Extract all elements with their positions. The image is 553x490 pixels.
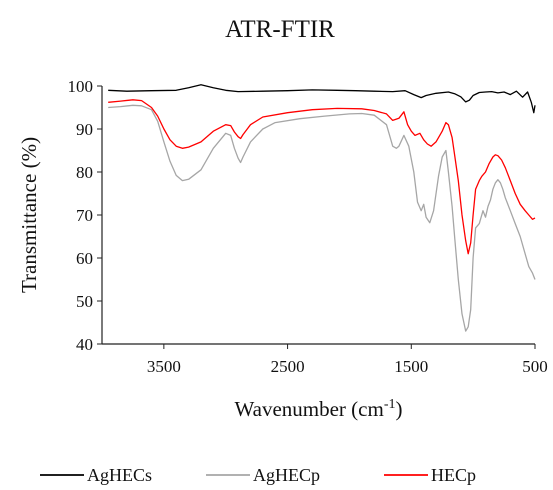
x-axis-ticks: 3500 2500 1500 500 xyxy=(147,344,548,376)
x-tick-label: 3500 xyxy=(147,357,181,376)
y-tick-label: 80 xyxy=(76,163,93,182)
x-tick-label: 2500 xyxy=(271,357,305,376)
y-tick-label: 40 xyxy=(76,335,93,354)
y-axis-ticks: 40 50 60 70 80 90 100 xyxy=(68,77,102,354)
x-axis-title: Wavenumber (cm-1) xyxy=(235,397,403,421)
y-tick-label: 100 xyxy=(68,77,94,96)
y-tick-label: 50 xyxy=(76,292,93,311)
y-tick-label: 70 xyxy=(76,206,93,225)
x-tick-label: 500 xyxy=(522,357,548,376)
legend-label-aghecs: AgHECs xyxy=(87,465,152,485)
x-axis-title-close: ) xyxy=(396,397,403,421)
legend-label-hecp: HECp xyxy=(431,465,476,485)
x-axis-title-main: Wavenumber (cm xyxy=(235,397,384,421)
x-axis-title-superscript: -1 xyxy=(384,397,396,412)
y-tick-label: 90 xyxy=(76,120,93,139)
y-axis-title: Transmittance (%) xyxy=(17,137,41,293)
series-line-aghecp xyxy=(108,104,536,332)
legend: AgHECs AgHECp HECp xyxy=(40,465,476,485)
chart-title: ATR-FTIR xyxy=(225,16,335,43)
x-tick-label: 1500 xyxy=(394,357,428,376)
series-line-hecp xyxy=(108,99,536,255)
plot-lines xyxy=(108,84,536,332)
legend-label-aghecp: AgHECp xyxy=(253,465,320,485)
axes xyxy=(101,86,535,345)
series-line-aghecs xyxy=(108,84,536,114)
y-tick-label: 60 xyxy=(76,249,93,268)
